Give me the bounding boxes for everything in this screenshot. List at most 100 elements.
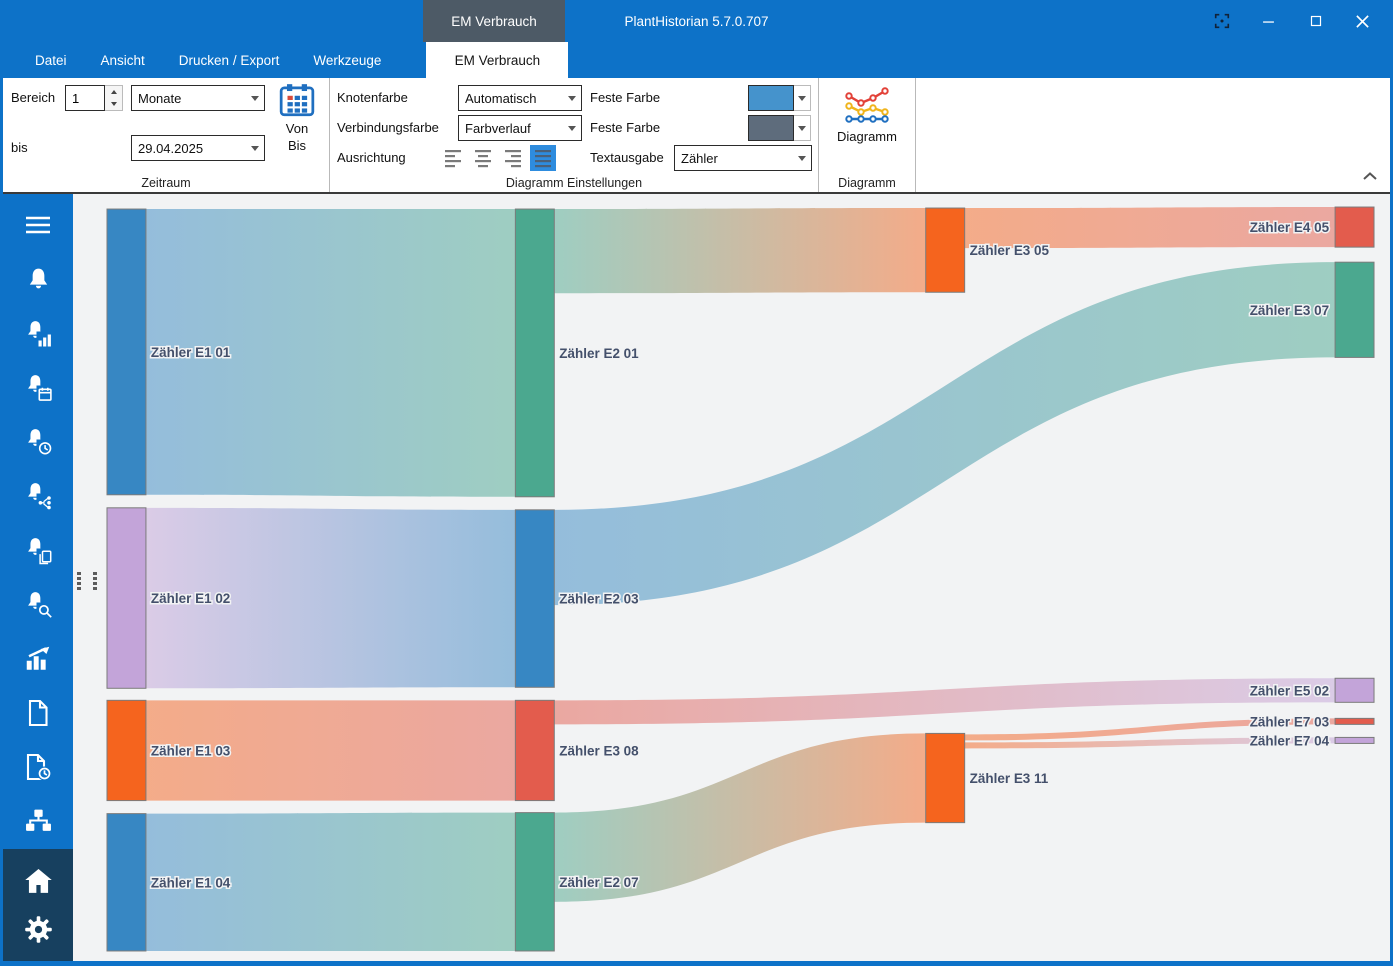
- sankey-link-E3_11-E7_04: [964, 737, 1336, 749]
- align-center-button[interactable]: [470, 145, 496, 171]
- sankey-node-E1_01[interactable]: [106, 208, 147, 496]
- spinner-up-button[interactable]: [105, 86, 122, 98]
- sankey-node-label: Zähler E7 03: [1250, 714, 1330, 729]
- sankey-node-E7_03[interactable]: [1334, 717, 1375, 725]
- sankey-link-E3_08-E5_02: [554, 678, 1336, 725]
- sankey-node-E1_02[interactable]: [106, 507, 147, 689]
- spinner-down-button[interactable]: [105, 98, 122, 110]
- align-justify-button[interactable]: [530, 145, 556, 171]
- verbindungsfarbe-value: Farbverlauf: [465, 120, 531, 136]
- sankey-node-E3_11[interactable]: [925, 732, 966, 824]
- sankey-node-label: Zähler E3 05: [970, 243, 1050, 258]
- splitter-grip-right[interactable]: [93, 572, 97, 590]
- sidebar-bottom: [3, 849, 73, 961]
- bis-datum-value: 29.04.2025: [138, 140, 204, 156]
- collapse-ribbon-button[interactable]: [1362, 168, 1378, 186]
- sidebar-item-alarms[interactable]: [20, 263, 56, 295]
- zeiteinheit-combobox[interactable]: Monate: [131, 85, 265, 111]
- sankey-node-E2_01[interactable]: [514, 208, 555, 498]
- chevron-down-icon[interactable]: [563, 95, 581, 101]
- sankey-node-E5_02[interactable]: [1334, 677, 1375, 703]
- maximize-button[interactable]: [1292, 0, 1339, 42]
- sidebar-item-settings[interactable]: [20, 913, 56, 945]
- sankey-svg: Zähler E1 01 Zähler E1 02 Zähler E1 03 Zähl…: [106, 206, 1375, 952]
- von-bis-label-2: Bis: [287, 138, 307, 153]
- ribbon-group-diagramm-einstellungen: Knotenfarbe Automatisch Verbindungsfarbe…: [330, 78, 819, 192]
- sankey-node-label: Zähler E2 01: [559, 346, 639, 361]
- textausgabe-label: Textausgabe: [590, 150, 664, 165]
- feste-farbe-swatch-1[interactable]: [748, 85, 811, 111]
- menu-item-ansicht[interactable]: Ansicht: [100, 52, 145, 68]
- bereich-spinner-arrows[interactable]: [105, 85, 123, 111]
- menu-item-datei[interactable]: Datei: [35, 52, 67, 68]
- sidebar-item-statistics[interactable]: [20, 642, 56, 674]
- sidebar-item-alarm-statistics[interactable]: [20, 317, 56, 349]
- sankey-node-E3_05[interactable]: [925, 207, 966, 293]
- color-swatch[interactable]: [748, 85, 794, 111]
- sidebar-item-scheduled-report[interactable]: [20, 751, 56, 783]
- align-right-button[interactable]: [500, 145, 526, 171]
- bereich-value[interactable]: 1: [65, 85, 105, 111]
- ribbon-group-diagramm: Diagramm Diagramm: [819, 78, 916, 192]
- sankey-node-label: Zähler E5 02: [1250, 683, 1329, 698]
- diagramm-button[interactable]: Diagramm: [819, 83, 915, 144]
- zeitraum-group-label: Zeitraum: [141, 176, 191, 190]
- menu-item-em-verbrauch[interactable]: EM Verbrauch: [426, 42, 569, 78]
- knotenfarbe-combobox[interactable]: Automatisch: [458, 85, 582, 111]
- sankey-node-label: Zähler E3 08: [559, 743, 639, 758]
- color-swatch[interactable]: [748, 115, 794, 141]
- window-title: PlantHistorian 5.7.0.707: [624, 13, 769, 29]
- chevron-down-icon[interactable]: [793, 155, 811, 161]
- sankey-node-E2_07[interactable]: [514, 812, 555, 952]
- sankey-node-E3_08[interactable]: [514, 699, 555, 802]
- von-bis-button[interactable]: Von Bis: [269, 83, 325, 167]
- sankey-node-E1_03[interactable]: [106, 699, 147, 802]
- sidebar-item-home[interactable]: [20, 865, 56, 897]
- align-left-button[interactable]: [440, 145, 466, 171]
- ausrichtung-label: Ausrichtung: [337, 150, 406, 165]
- verbindungsfarbe-label: Verbindungsfarbe: [337, 120, 439, 135]
- close-button[interactable]: [1339, 0, 1386, 42]
- sidebar-menu-toggle[interactable]: [20, 209, 56, 241]
- textausgabe-combobox[interactable]: Zähler: [674, 145, 812, 171]
- sidebar-item-alarm-history[interactable]: [20, 426, 56, 458]
- sidebar-item-report[interactable]: [20, 697, 56, 729]
- sidebar-item-alarm-calendar[interactable]: [20, 372, 56, 404]
- sankey-node-E1_04[interactable]: [106, 813, 147, 952]
- sankey-node-label: Zähler E3 11: [970, 771, 1049, 786]
- splitter-grip-left[interactable]: [77, 572, 81, 590]
- sankey-link-E1_01-E2_01: [145, 209, 516, 497]
- ribbon-group-zeitraum: Bereich 1 Monate bis 29.04.2025 Von Bi: [3, 78, 330, 192]
- minimize-button[interactable]: [1245, 0, 1292, 42]
- sankey-node-E7_04[interactable]: [1334, 736, 1375, 744]
- bis-label: bis: [11, 140, 28, 155]
- sankey-node-label: Zähler E4 05: [1250, 220, 1330, 235]
- sankey-node-E2_03[interactable]: [514, 509, 555, 688]
- verbindungsfarbe-combobox[interactable]: Farbverlauf: [458, 115, 582, 141]
- sidebar-item-alarm-documents[interactable]: [20, 534, 56, 566]
- zeiteinheit-value: Monate: [138, 90, 182, 106]
- sankey-node-E4_05[interactable]: [1334, 206, 1375, 248]
- textausgabe-value: Zähler: [681, 150, 718, 166]
- quick-access-tab[interactable]: EM Verbrauch: [423, 0, 565, 42]
- bis-datum-combobox[interactable]: 29.04.2025: [131, 135, 265, 161]
- focus-mode-button[interactable]: [1198, 0, 1245, 42]
- sankey-node-E3_07[interactable]: [1334, 261, 1375, 358]
- calendar-icon: [278, 83, 316, 120]
- menu-item-drucken-export[interactable]: Drucken / Export: [178, 52, 280, 68]
- chevron-down-icon[interactable]: [794, 115, 811, 141]
- bereich-spinner[interactable]: 1: [65, 85, 123, 111]
- sidebar-item-hierarchy[interactable]: [20, 805, 56, 837]
- chevron-down-icon[interactable]: [246, 145, 264, 151]
- chevron-down-icon[interactable]: [794, 85, 811, 111]
- chevron-down-icon[interactable]: [563, 125, 581, 131]
- bereich-label: Bereich: [11, 90, 56, 105]
- sidebar-item-alarm-search[interactable]: [20, 588, 56, 620]
- feste-farbe-swatch-2[interactable]: [748, 115, 811, 141]
- menu-item-werkzeuge[interactable]: Werkzeuge: [313, 52, 382, 68]
- main-area: Zähler E1 01 Zähler E1 02 Zähler E1 03 Zähl…: [3, 194, 1390, 961]
- chevron-down-icon[interactable]: [246, 95, 264, 101]
- sidebar-item-alarm-distribution[interactable]: [20, 480, 56, 512]
- sankey-node-label: Zähler E1 04: [151, 875, 231, 890]
- diagramm-einstellungen-group-label: Diagramm Einstellungen: [505, 176, 643, 190]
